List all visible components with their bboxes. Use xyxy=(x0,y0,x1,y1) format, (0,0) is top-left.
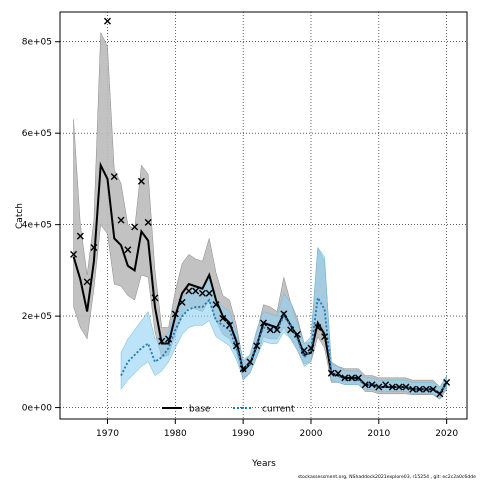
observed-point xyxy=(382,381,390,389)
observed-point xyxy=(246,358,254,366)
band-current xyxy=(120,246,447,399)
x-tick-label: 2010 xyxy=(367,429,390,439)
observed-point xyxy=(131,223,139,231)
observed-point xyxy=(110,173,118,181)
y-tick-label: 8e+05 xyxy=(22,38,52,48)
plot-frame xyxy=(59,11,468,420)
x-axis: 1970 1980 1990 2000 2010 2020 xyxy=(96,419,458,439)
observed-point xyxy=(253,342,261,350)
observed-point xyxy=(171,310,179,318)
observed-point xyxy=(226,321,234,329)
observed-point xyxy=(178,298,186,306)
observed-point xyxy=(368,381,376,389)
observed-point xyxy=(212,301,220,309)
y-tick-label: 4e+05 xyxy=(22,221,52,231)
legend-current-label: current xyxy=(262,405,295,415)
observed-point xyxy=(90,244,98,252)
observed-point xyxy=(388,383,396,391)
x-tick-label: 2020 xyxy=(435,429,458,439)
observed-point xyxy=(205,289,213,297)
x-tick-label: 2000 xyxy=(300,429,323,439)
observed-point xyxy=(144,218,152,226)
observed-point xyxy=(280,310,288,318)
observed-point xyxy=(348,374,356,382)
observed-point xyxy=(327,369,335,377)
observed-point xyxy=(83,278,91,286)
y-axis: 0e+00 2e+05 4e+05 6e+05 8e+05 xyxy=(22,38,60,414)
observed-point xyxy=(239,365,247,373)
observed-point xyxy=(402,383,410,391)
observed-point xyxy=(436,390,444,398)
legend-base-label: base xyxy=(189,405,211,415)
observed-point xyxy=(321,333,329,341)
observed-point xyxy=(409,385,417,393)
observed-point xyxy=(443,378,451,386)
observed-point xyxy=(429,385,437,393)
observed-point xyxy=(137,177,145,185)
observed-point xyxy=(266,326,274,334)
observed-point xyxy=(287,326,295,334)
observed-point xyxy=(361,381,369,389)
observed-point xyxy=(151,294,159,302)
y-tick-label: 6e+05 xyxy=(22,129,52,139)
legend: base current xyxy=(162,405,295,415)
observed-point xyxy=(422,385,430,393)
y-tick-label: 0e+00 xyxy=(22,404,53,414)
observed-point xyxy=(354,374,362,382)
observed-point xyxy=(70,250,78,258)
observed-points xyxy=(70,17,451,398)
observed-point xyxy=(103,17,111,25)
y-tick-label: 2e+05 xyxy=(22,312,52,322)
observed-point xyxy=(232,342,240,350)
observed-point xyxy=(219,314,227,322)
observed-point xyxy=(124,246,132,254)
confidence-bands xyxy=(73,32,447,400)
observed-point xyxy=(273,326,281,334)
observed-point xyxy=(185,287,193,295)
observed-point xyxy=(307,344,315,352)
observed-point xyxy=(76,232,84,240)
observed-point xyxy=(117,216,125,224)
x-tick-label: 1970 xyxy=(96,429,119,439)
observed-point xyxy=(293,330,301,338)
observed-point xyxy=(165,335,173,343)
observed-point xyxy=(375,383,383,391)
observed-point xyxy=(334,369,342,377)
observed-point xyxy=(416,385,424,393)
observed-point xyxy=(158,337,166,345)
observed-point xyxy=(341,374,349,382)
footnote: stockassessment.org, NShaddock2021explor… xyxy=(298,474,476,480)
observed-point xyxy=(198,289,206,297)
observed-point xyxy=(395,383,403,391)
observed-point xyxy=(300,346,308,354)
y-axis-title: Catch xyxy=(15,203,25,229)
x-tick-label: 1990 xyxy=(232,429,255,439)
observed-point xyxy=(192,287,200,295)
observed-point xyxy=(260,319,267,327)
x-tick-label: 1980 xyxy=(164,429,187,439)
observed-point xyxy=(314,324,322,332)
x-axis-title: Years xyxy=(251,459,276,469)
